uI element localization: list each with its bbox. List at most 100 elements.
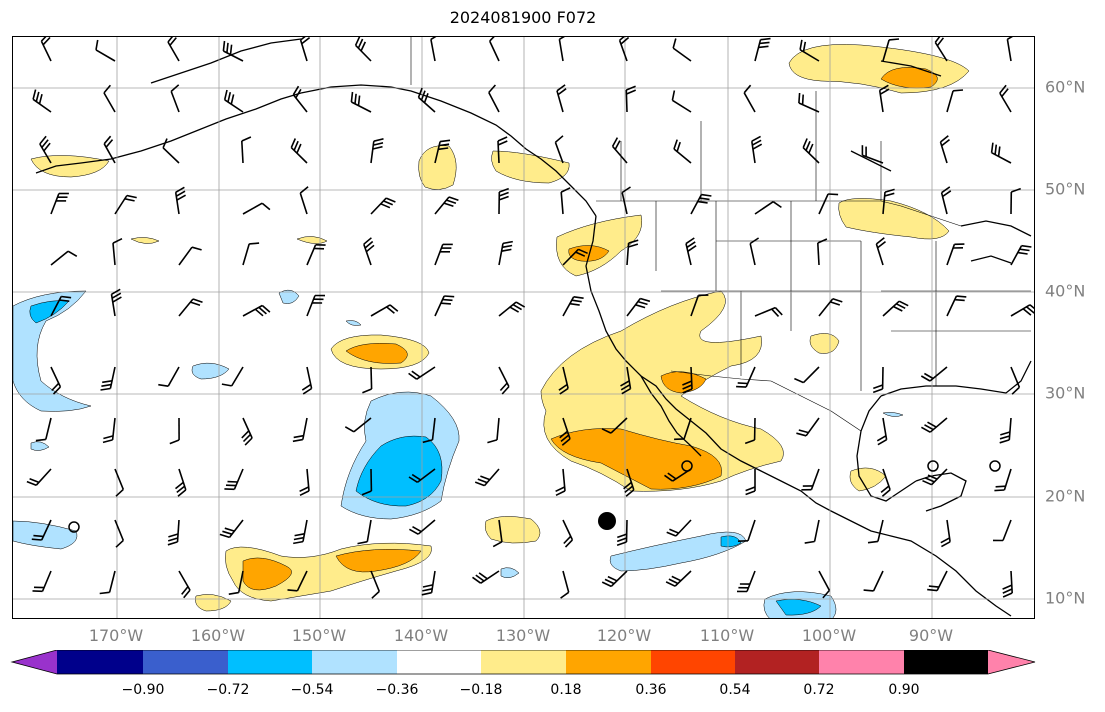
wind-barb [674,417,692,441]
wind-barb [100,366,116,391]
wind-barb [861,145,884,164]
wind-barb [611,137,628,164]
open-circle-marker [68,521,80,533]
wind-barb [474,468,500,487]
wind-barb [672,38,692,62]
wind-barb [301,366,313,395]
map-title: 2024081900 F072 [449,8,597,27]
wind-barb [559,417,571,446]
wind-barb [26,468,52,487]
wind-barb [498,366,510,395]
wind-barb [685,237,697,266]
wind-barb [287,570,308,592]
wind-barb [178,298,203,317]
wind-barb [946,243,965,266]
map-panel[interactable] [12,36,1035,619]
wind-barb [1010,187,1021,215]
wind-barb [362,366,373,394]
wind-barb [422,417,436,444]
wind-barb [241,417,253,446]
wind-barb [95,39,116,62]
coastlines [35,38,1032,617]
shaded-region [484,516,541,544]
political-borders [410,37,1031,432]
wind-barb [560,570,570,599]
wind-barb [818,193,839,215]
us-mexico-border [670,370,862,432]
shaded-region [355,435,443,507]
wind-barb [344,417,372,433]
wind-barb [1010,244,1032,266]
wind-barb [487,417,500,444]
colorbar-segment [735,650,820,674]
wind-barb [434,243,453,266]
wind-barb [32,570,52,593]
wind-barb [492,519,503,548]
wind-barb [751,135,763,164]
wind-barb [555,468,566,497]
wind-barb [32,89,52,113]
wind-barb [939,135,950,164]
longitude-label: 150°W [291,626,347,645]
wind-barb [562,296,584,317]
longitude-label: 130°W [495,626,551,645]
wind-barb [222,40,244,62]
shaded-region [809,333,840,354]
wind-barb [292,85,308,113]
wind-barb [940,519,951,548]
wind-barb [224,468,244,491]
wind-barb [1010,304,1034,317]
wind-barb [430,37,437,62]
wind-barb [99,570,116,595]
wind-barb [872,366,884,394]
wind-barb [682,366,693,394]
wind-barb [170,84,180,113]
wind-barb [562,248,588,266]
colorbar-segment [819,650,905,674]
longitude-label: 120°W [596,626,652,645]
wind-barb [621,186,631,215]
gulf-coast [880,360,1032,397]
shaded-region [849,467,887,492]
wind-barb [306,244,326,266]
wind-barb [408,468,436,483]
wind-barb [796,417,820,437]
wind-barb [221,366,244,387]
storm-center-marker [598,512,616,530]
wind-barb [434,295,455,317]
open-circle-marker [927,460,939,472]
latitude-label: 10°N [1045,588,1086,608]
wind-barb [175,468,187,497]
wind-barb [754,201,782,215]
wind-barb [743,84,756,113]
wind-barb [616,519,628,547]
longitude-label: 110°W [699,626,755,645]
colorbar-segment [651,650,736,674]
wind-barb [875,237,886,266]
wind-barb [673,139,692,164]
colorbar-tick-label: −0.90 [121,682,165,698]
colorbar-extend-low [12,650,57,674]
wind-barb [498,301,526,317]
wind-barb [880,468,891,497]
shaded-region [880,67,938,89]
longitude-label: 90°W [908,626,954,645]
wind-barb [626,297,651,317]
shaded-region [242,549,422,591]
wind-barb [558,37,565,62]
wind-barb [736,366,756,388]
wind-barb [1010,366,1021,395]
wind-barb [804,519,820,544]
wind-barb [299,37,311,62]
wind-barb [754,306,783,317]
colorbar-segment [143,650,229,674]
colorbar-tick-label: 0.36 [635,682,667,698]
wind-barb [242,304,271,317]
wind-barb [867,519,884,544]
wind-barb [35,417,52,442]
shaded-region [345,343,408,364]
latitude-label: 20°N [1045,486,1086,506]
wind-barb [934,37,948,62]
colorbar-tick-label: 0.90 [888,682,920,698]
wind-barb [999,417,1012,444]
